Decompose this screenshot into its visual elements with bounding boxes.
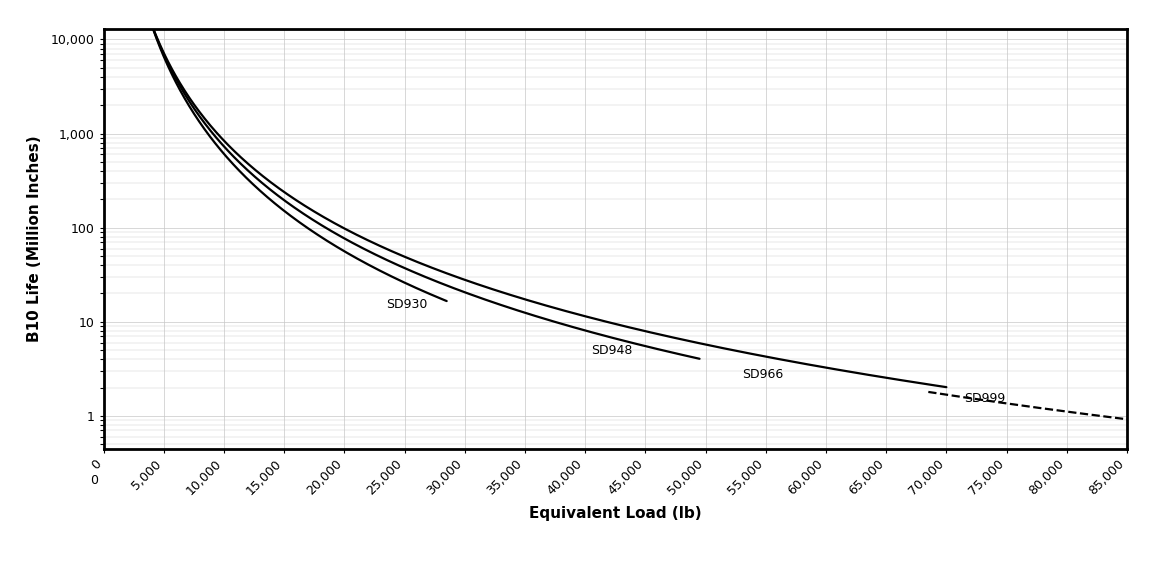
Y-axis label: B10 Life (Million Inches): B10 Life (Million Inches) (28, 135, 43, 342)
X-axis label: Equivalent Load (lb): Equivalent Load (lb) (529, 506, 702, 521)
Text: 0: 0 (91, 474, 99, 486)
Text: SD948: SD948 (591, 344, 632, 358)
Text: SD930: SD930 (386, 298, 428, 311)
Text: SD999: SD999 (965, 392, 1006, 405)
Text: SD966: SD966 (742, 369, 783, 381)
